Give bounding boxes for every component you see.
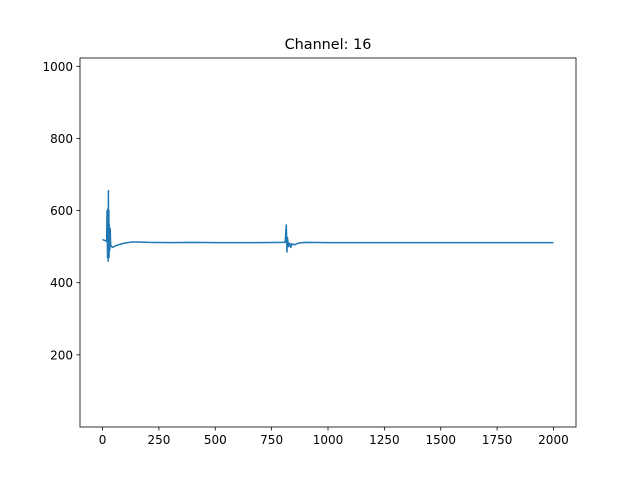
y-tick-label: 1000 xyxy=(42,60,73,74)
y-tick-label: 600 xyxy=(50,204,73,218)
chart-title: Channel: 16 xyxy=(285,37,372,53)
data-line xyxy=(102,189,554,262)
y-tick-label: 800 xyxy=(50,132,73,146)
x-tick-label: 0 xyxy=(99,433,107,447)
y-tick-label: 400 xyxy=(50,276,73,290)
plot-frame xyxy=(79,57,577,428)
x-tick-label: 2000 xyxy=(538,433,569,447)
y-tick-label: 200 xyxy=(50,348,73,362)
x-tick-label: 1250 xyxy=(369,433,400,447)
x-tick-label: 1500 xyxy=(425,433,456,447)
x-tick-label: 500 xyxy=(204,433,227,447)
x-tick-label: 750 xyxy=(260,433,283,447)
x-tick-label: 1750 xyxy=(482,433,513,447)
x-tick-label: 250 xyxy=(147,433,170,447)
x-tick-label: 1000 xyxy=(313,433,344,447)
